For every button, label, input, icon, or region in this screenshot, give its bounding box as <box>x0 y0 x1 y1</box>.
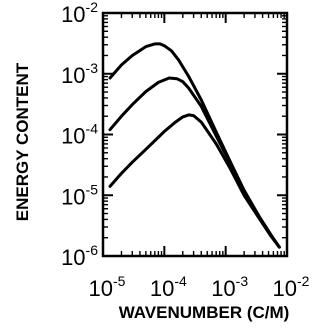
y-tick-label: 10-5 <box>61 181 98 209</box>
y-tick-label: 10-3 <box>61 60 98 88</box>
spectrum-curve-3 <box>108 113 281 249</box>
spectrum-curves <box>108 42 281 249</box>
x-tick-label: 10-3 <box>211 273 248 301</box>
x-tick-label: 10-5 <box>89 273 126 301</box>
x-tick-label: 10-4 <box>150 273 187 301</box>
y-axis-label: ENERGY CONTENT <box>13 62 32 221</box>
major-ticks <box>102 12 288 257</box>
spectrum-curve-1 <box>108 42 281 249</box>
x-tick-label: 10-2 <box>273 273 310 301</box>
spectrum-curve-2 <box>108 76 281 249</box>
y-tick-label: 10-2 <box>61 0 98 27</box>
y-tick-labels: 10-2 10-3 10-4 10-5 10-6 <box>61 0 98 270</box>
y-tick-label: 10-4 <box>61 121 98 149</box>
minor-ticks <box>103 13 287 256</box>
y-tick-label: 10-6 <box>61 242 98 270</box>
x-axis-label: WAVENUMBER (C/M) <box>119 303 290 322</box>
x-tick-labels: 10-5 10-4 10-3 10-2 <box>89 273 310 301</box>
